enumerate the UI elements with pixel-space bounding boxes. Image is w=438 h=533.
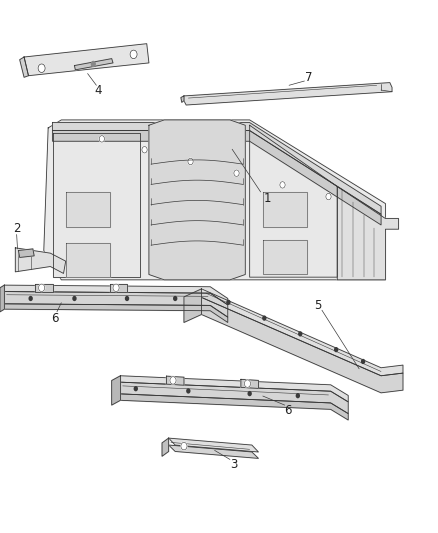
Polygon shape [112, 376, 120, 405]
Circle shape [125, 296, 129, 301]
Text: 6: 6 [51, 312, 59, 325]
Polygon shape [35, 284, 53, 292]
Text: 5: 5 [314, 299, 321, 312]
Polygon shape [184, 83, 392, 105]
Polygon shape [166, 376, 184, 385]
Circle shape [234, 170, 239, 176]
Polygon shape [53, 123, 381, 214]
Text: 4: 4 [95, 84, 102, 97]
Polygon shape [241, 379, 258, 389]
Polygon shape [184, 289, 201, 322]
Circle shape [38, 64, 45, 72]
Polygon shape [250, 125, 337, 277]
Circle shape [262, 316, 266, 321]
Circle shape [361, 359, 365, 364]
Polygon shape [4, 285, 228, 305]
Polygon shape [4, 304, 228, 322]
Polygon shape [66, 243, 110, 277]
Polygon shape [0, 285, 4, 312]
Circle shape [298, 331, 302, 336]
Circle shape [28, 296, 33, 301]
Text: 6: 6 [284, 405, 292, 417]
Polygon shape [337, 187, 399, 280]
Polygon shape [24, 44, 149, 76]
Polygon shape [120, 382, 348, 414]
Circle shape [226, 300, 230, 305]
Polygon shape [169, 445, 258, 458]
Text: 7: 7 [305, 71, 313, 84]
Polygon shape [181, 96, 184, 102]
Polygon shape [120, 394, 348, 420]
Circle shape [186, 388, 191, 393]
Polygon shape [53, 133, 140, 277]
Text: 3: 3 [231, 458, 238, 471]
Circle shape [280, 182, 285, 188]
Polygon shape [263, 192, 307, 227]
Circle shape [99, 136, 104, 142]
Circle shape [244, 380, 251, 387]
Circle shape [91, 61, 96, 67]
Polygon shape [18, 249, 34, 257]
Polygon shape [4, 292, 228, 317]
Circle shape [173, 296, 177, 301]
Polygon shape [53, 131, 381, 225]
Circle shape [170, 377, 176, 384]
Polygon shape [263, 240, 307, 274]
Circle shape [142, 147, 147, 153]
Polygon shape [20, 57, 28, 77]
Polygon shape [44, 120, 385, 280]
Polygon shape [149, 120, 245, 280]
Polygon shape [120, 376, 348, 402]
Polygon shape [74, 59, 113, 70]
Text: 2: 2 [13, 222, 21, 235]
Circle shape [130, 50, 137, 59]
Polygon shape [201, 289, 403, 376]
Circle shape [113, 284, 119, 292]
Polygon shape [201, 297, 403, 393]
Circle shape [296, 393, 300, 398]
Circle shape [72, 296, 77, 301]
Polygon shape [169, 438, 258, 452]
Polygon shape [162, 438, 169, 456]
Text: 1: 1 [263, 192, 271, 205]
Circle shape [326, 193, 331, 200]
Circle shape [181, 442, 187, 450]
Circle shape [188, 158, 193, 165]
Circle shape [247, 391, 252, 396]
Polygon shape [15, 248, 66, 273]
Circle shape [134, 386, 138, 391]
Polygon shape [110, 284, 127, 292]
Circle shape [334, 347, 338, 352]
Circle shape [39, 284, 45, 292]
Polygon shape [66, 192, 110, 227]
